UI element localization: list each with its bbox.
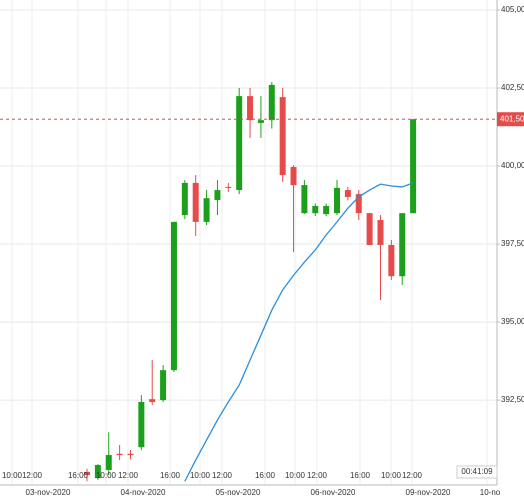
candle-body: [203, 198, 210, 222]
y-tick-label: 395,00: [501, 317, 524, 326]
candle-body: [138, 401, 145, 448]
x-tick-label: 16:00: [68, 471, 89, 480]
candle-body: [116, 453, 123, 456]
candle-body: [127, 453, 134, 456]
candle-body: [279, 97, 286, 176]
candle-body: [214, 190, 221, 201]
timer: 00:41:09: [461, 467, 493, 476]
candle-body: [290, 166, 297, 186]
candle-body: [149, 399, 156, 402]
candle-body: [399, 213, 406, 277]
x-tick-label: 12:00: [22, 471, 43, 480]
x-tick-label: 10:00: [285, 471, 306, 480]
timer-box: [456, 465, 498, 479]
candle-body: [181, 182, 188, 216]
candle-body: [257, 120, 264, 123]
date-label: 06-nov-2020: [311, 488, 356, 497]
candle-body: [334, 187, 341, 214]
x-tick-label: 10:00: [381, 471, 402, 480]
x-tick-label: 12:00: [212, 471, 233, 480]
moving-average-line: [184, 182, 414, 482]
candle-body: [236, 96, 243, 191]
plot-area: [0, 82, 497, 482]
grid: [0, 0, 497, 485]
candle-body: [94, 465, 101, 479]
date-label: 03-nov-2020: [26, 488, 71, 497]
x-tick-label: 16:00: [255, 471, 276, 480]
x-tick-label: 12:00: [118, 471, 139, 480]
candle-body: [355, 194, 362, 214]
candle-body: [323, 205, 330, 215]
candle-body: [344, 190, 351, 197]
date-label: 05-nov-2020: [216, 488, 261, 497]
candle-body: [377, 220, 384, 245]
candle-body: [247, 96, 254, 121]
y-tick-label: 402,50: [501, 83, 524, 92]
y-tick-label: 392,50: [501, 395, 524, 404]
candle-body: [410, 119, 417, 214]
x-tick-label: 10:00: [2, 471, 23, 480]
current-price-label: 401,50: [500, 114, 524, 123]
candle-body: [160, 370, 167, 401]
x-tick-label: 10:00: [190, 471, 211, 480]
candle-body: [268, 84, 275, 121]
x-tick-label: 12:00: [307, 471, 328, 480]
y-tick-label: 400,00: [501, 161, 524, 170]
candle-body: [388, 244, 395, 277]
candle-body: [366, 213, 373, 245]
candle-body: [301, 185, 308, 214]
candle-body: [192, 182, 199, 222]
candle-body: [312, 205, 319, 214]
y-tick-label: 397,50: [501, 239, 524, 248]
candle-body: [170, 221, 177, 371]
x-tick-label: 10:00: [96, 471, 117, 480]
x-tick-label: 12:00: [402, 471, 423, 480]
candle-body: [225, 186, 232, 188]
axes: 392,50 395,00 397,50 400,00 402,50 405,00 10:0…: [2, 5, 524, 497]
y-tick-label: 405,00: [501, 5, 524, 14]
x-tick-label: 16:00: [160, 471, 181, 480]
date-label: 04-nov-2020: [121, 488, 166, 497]
candle-body: [105, 455, 112, 471]
candle-body: [84, 471, 90, 476]
current-price-tag: [497, 112, 524, 127]
date-label: 10-no: [480, 488, 501, 497]
date-label: 09-nov-2020: [406, 488, 451, 497]
x-tick-label: 16:00: [350, 471, 371, 480]
